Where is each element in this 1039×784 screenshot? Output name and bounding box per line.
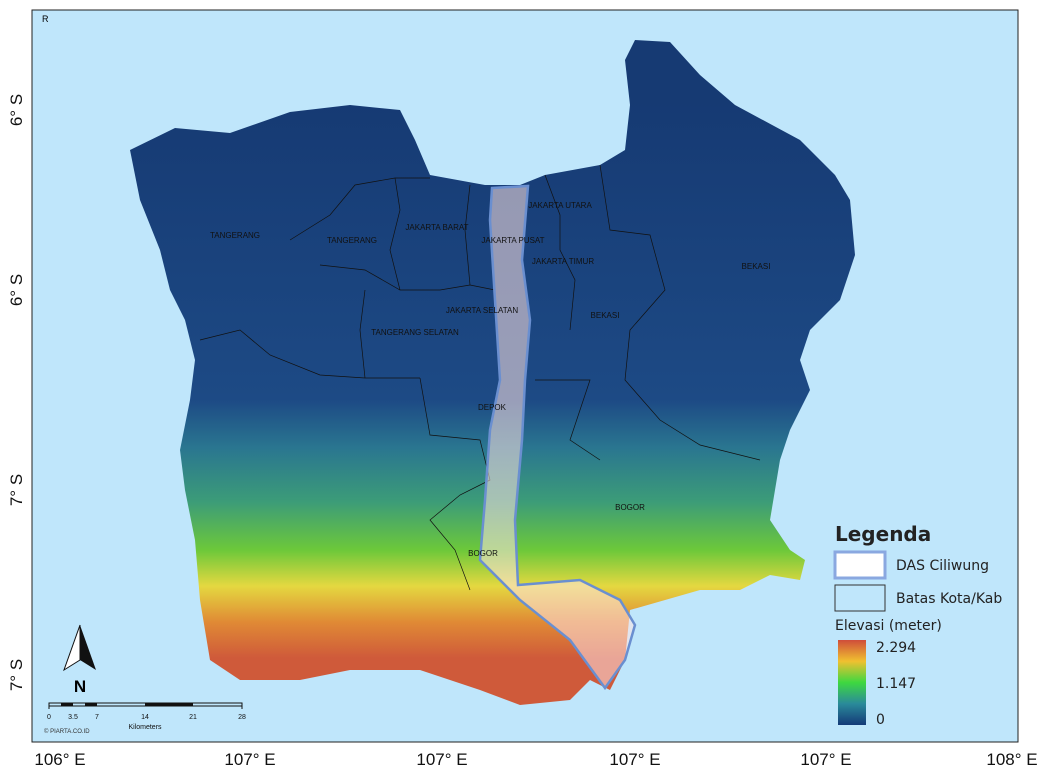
colorbar (838, 640, 866, 725)
scale-tick: 0 (47, 714, 51, 721)
region-label: TANGERANG (210, 231, 260, 240)
y-axis-label: 6° S (7, 274, 26, 306)
land-elevation (130, 40, 855, 705)
region-label: JAKARTA TIMUR (532, 257, 594, 266)
x-axis-label: 108° E (986, 750, 1037, 769)
region-label: BOGOR (468, 549, 498, 558)
region-label: BOGOR (615, 503, 645, 512)
north-label: N (74, 677, 86, 696)
colorbar-label: 0 (876, 712, 885, 728)
legend-label: DAS Ciliwung (896, 558, 989, 574)
scale-tick: 7 (95, 714, 99, 721)
region-label: JAKARTA SELATAN (446, 306, 519, 315)
x-axis-label: 107° E (224, 750, 275, 769)
y-axis-label: 7° S (7, 474, 26, 506)
x-axis-label: 107° E (609, 750, 660, 769)
region-label: TANGERANG SELATAN (371, 328, 459, 337)
legend-swatch (834, 584, 886, 612)
region-label: JAKARTA UTARA (528, 201, 592, 210)
region-label: BEKASI (591, 311, 620, 320)
legend-subtitle: Elevasi (meter) (835, 618, 942, 634)
scale-tick: 3.5 (68, 714, 78, 721)
colorbar-label: 2.294 (876, 640, 916, 656)
das-ciliwung (478, 184, 637, 691)
legend-label: Batas Kota/Kab (896, 591, 1002, 607)
region-label: JAKARTA PUSAT (481, 236, 544, 245)
north-arrow: N (63, 624, 96, 696)
scale-tick: 28 (238, 714, 246, 721)
scale-unit: Kilometers (128, 724, 162, 731)
region-label: BEKASI (742, 262, 771, 271)
x-axis-label: 107° E (800, 750, 851, 769)
region-label: DEPOK (478, 403, 507, 412)
region-label: TANGERANG (327, 236, 377, 245)
credit: © PIARTA.CO.ID (44, 728, 90, 735)
frame-label: R (42, 14, 49, 24)
legend: Legenda DAS Ciliwung Batas Kota/Kab Elev… (833, 522, 1002, 728)
boundaries (199, 164, 761, 591)
x-axis-label: 107° E (416, 750, 467, 769)
x-axis-label: 106° E (34, 750, 85, 769)
legend-swatch (833, 550, 887, 580)
region-label: JAKARTA BARAT (405, 223, 468, 232)
y-axis-label: 7° S (7, 659, 26, 691)
legend-title: Legenda (835, 522, 931, 546)
y-axis-label: 6° S (7, 94, 26, 126)
scale-tick: 14 (141, 714, 149, 721)
scale-bar: 0 3.5 7 14 21 28 Kilometers © PIARTA.CO.… (44, 702, 246, 735)
scale-tick: 21 (189, 714, 197, 721)
colorbar-label: 1.147 (876, 676, 916, 692)
